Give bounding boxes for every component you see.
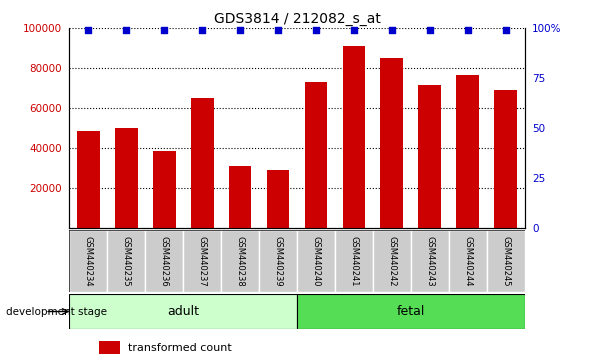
Text: GSM440235: GSM440235 — [122, 236, 131, 286]
Bar — [145, 230, 183, 292]
Bar — [380, 58, 403, 228]
Point — [235, 28, 245, 33]
Point — [425, 28, 435, 33]
Bar — [69, 230, 107, 292]
Text: GSM440234: GSM440234 — [84, 236, 93, 286]
Text: GSM440238: GSM440238 — [236, 236, 245, 286]
Text: GSM440241: GSM440241 — [349, 236, 358, 286]
Text: GSM440237: GSM440237 — [198, 236, 207, 286]
Point — [121, 28, 131, 33]
Text: GSM440239: GSM440239 — [274, 236, 283, 286]
Point — [463, 28, 473, 33]
Text: development stage: development stage — [6, 307, 107, 316]
Point — [159, 28, 169, 33]
Bar — [183, 230, 221, 292]
Bar — [343, 46, 365, 228]
Bar — [297, 230, 335, 292]
Bar — [487, 230, 525, 292]
Bar — [259, 230, 297, 292]
Text: GSM440242: GSM440242 — [387, 236, 396, 286]
Bar — [191, 98, 213, 228]
Bar — [335, 230, 373, 292]
Point — [387, 28, 397, 33]
Title: GDS3814 / 212082_s_at: GDS3814 / 212082_s_at — [213, 12, 380, 26]
Bar — [449, 230, 487, 292]
Bar — [229, 166, 251, 228]
Bar — [456, 75, 479, 228]
Text: fetal: fetal — [397, 305, 425, 318]
Bar — [305, 82, 327, 228]
Point — [311, 28, 321, 33]
Bar — [494, 90, 517, 228]
Point — [501, 28, 511, 33]
Point — [273, 28, 283, 33]
Text: GSM440243: GSM440243 — [425, 236, 434, 286]
Point — [83, 28, 93, 33]
Bar — [418, 85, 441, 228]
Bar — [69, 294, 297, 329]
Bar — [107, 230, 145, 292]
Bar — [297, 294, 525, 329]
Point — [349, 28, 359, 33]
Bar — [99, 341, 120, 354]
Bar — [115, 129, 137, 228]
Text: GSM440236: GSM440236 — [160, 236, 169, 286]
Bar — [267, 170, 289, 228]
Text: GSM440244: GSM440244 — [463, 236, 472, 286]
Point — [197, 28, 207, 33]
Text: transformed count: transformed count — [128, 343, 232, 353]
Bar — [221, 230, 259, 292]
Bar — [373, 230, 411, 292]
Text: GSM440245: GSM440245 — [501, 236, 510, 286]
Text: GSM440240: GSM440240 — [311, 236, 320, 286]
Bar — [77, 131, 99, 228]
Bar — [411, 230, 449, 292]
Bar — [153, 151, 175, 228]
Text: adult: adult — [167, 305, 199, 318]
